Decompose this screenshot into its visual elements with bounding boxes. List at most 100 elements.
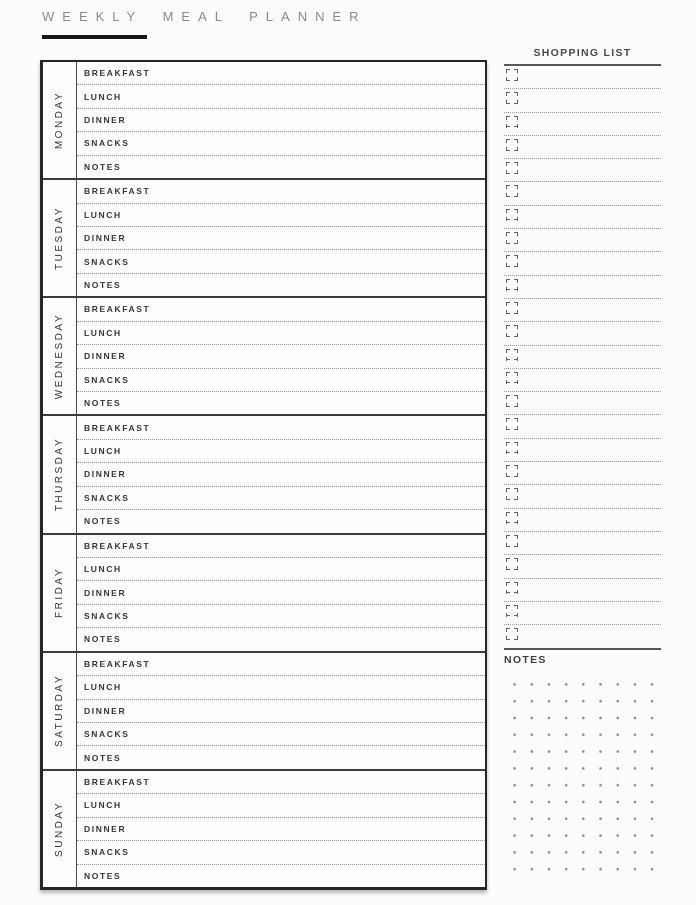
shopping-list-item[interactable] [504, 136, 661, 160]
checkbox-icon[interactable] [506, 208, 518, 221]
meal-row-thursday-breakfast[interactable]: BREAKFAST [77, 416, 485, 440]
checkbox-icon[interactable] [506, 581, 518, 594]
notes-title: NOTES [504, 654, 547, 667]
checkbox-icon[interactable] [506, 465, 518, 478]
checkbox-icon[interactable] [506, 162, 518, 175]
checkbox-icon[interactable] [506, 115, 518, 128]
shopping-list-item[interactable] [504, 369, 661, 393]
shopping-list-item[interactable] [504, 229, 661, 253]
meal-row-wednesday-lunch[interactable]: LUNCH [77, 322, 485, 346]
meal-row-tuesday-lunch[interactable]: LUNCH [77, 204, 485, 227]
checkbox-icon[interactable] [506, 69, 518, 81]
shopping-list-item[interactable] [504, 89, 661, 113]
shopping-list-title: SHOPPING LIST [533, 47, 632, 59]
meal-row-thursday-snacks[interactable]: SNACKS [77, 487, 485, 511]
shopping-list-item[interactable] [504, 113, 661, 136]
meal-row-label: NOTES [84, 752, 122, 763]
meal-row-tuesday-notes[interactable]: NOTES [77, 274, 485, 296]
meal-row-thursday-dinner[interactable]: DINNER [77, 463, 485, 487]
day-name-column: MONDAY [43, 62, 77, 179]
meal-row-monday-breakfast[interactable]: BREAKFAST [77, 62, 485, 86]
shopping-list-item[interactable] [504, 159, 661, 183]
shopping-list-item[interactable] [504, 532, 661, 556]
meal-row-saturday-notes[interactable]: NOTES [77, 746, 485, 768]
checkbox-icon[interactable] [506, 325, 518, 338]
shopping-list-item[interactable] [504, 415, 661, 439]
checkbox-icon[interactable] [506, 138, 518, 151]
meal-row-label: LUNCH [84, 209, 122, 220]
shopping-list-item[interactable] [504, 276, 661, 299]
meal-row-thursday-notes[interactable]: NOTES [77, 510, 485, 532]
meal-row-friday-notes[interactable]: NOTES [77, 628, 485, 650]
meal-row-saturday-snacks[interactable]: SNACKS [77, 723, 485, 747]
checkbox-icon[interactable] [506, 395, 518, 408]
checkbox-icon[interactable] [506, 418, 518, 431]
shopping-list-item[interactable] [504, 322, 661, 346]
checkbox-icon[interactable] [506, 278, 518, 291]
meal-row-friday-breakfast[interactable]: BREAKFAST [77, 535, 485, 558]
checkbox-icon[interactable] [506, 185, 518, 198]
meal-row-tuesday-dinner[interactable]: DINNER [77, 227, 485, 251]
checkbox-icon[interactable] [506, 511, 518, 524]
meal-row-label: BREAKFAST [84, 304, 151, 315]
meal-row-wednesday-snacks[interactable]: SNACKS [77, 369, 485, 392]
shopping-list-item[interactable] [504, 602, 661, 626]
shopping-list-item[interactable] [504, 579, 661, 602]
meal-row-friday-snacks[interactable]: SNACKS [77, 605, 485, 629]
checkbox-icon[interactable] [506, 488, 518, 501]
shopping-list-item[interactable] [504, 625, 661, 648]
meal-row-label: BREAKFAST [84, 422, 151, 433]
shopping-list-item[interactable] [504, 392, 661, 416]
shopping-list-item[interactable] [504, 66, 661, 90]
shopping-list-item[interactable] [504, 252, 661, 276]
checkbox-icon[interactable] [506, 232, 518, 245]
shopping-list-item[interactable] [504, 555, 661, 579]
meal-row-monday-notes[interactable]: NOTES [77, 156, 485, 178]
shopping-list-item[interactable] [504, 206, 661, 230]
shopping-list-item[interactable] [504, 462, 661, 486]
checkbox-icon[interactable] [506, 255, 518, 268]
meal-row-sunday-lunch[interactable]: LUNCH [77, 794, 485, 818]
meal-row-sunday-snacks[interactable]: SNACKS [77, 841, 485, 865]
meal-row-saturday-dinner[interactable]: DINNER [77, 700, 485, 723]
day-rows: BREAKFAST LUNCH DINNER SNACKS NOTES [77, 62, 485, 178]
shopping-list-item[interactable] [504, 299, 661, 323]
shopping-list-item[interactable] [504, 346, 661, 369]
checkbox-icon[interactable] [506, 371, 518, 384]
checkbox-icon[interactable] [506, 348, 518, 361]
meal-row-wednesday-breakfast[interactable]: BREAKFAST [77, 298, 485, 322]
meal-row-thursday-lunch[interactable]: LUNCH [77, 440, 485, 464]
shopping-list-item[interactable] [504, 509, 661, 532]
meal-row-wednesday-notes[interactable]: NOTES [77, 392, 485, 414]
meal-row-monday-dinner[interactable]: DINNER [77, 109, 485, 133]
shopping-list-item[interactable] [504, 182, 661, 206]
notes-dot-grid[interactable] [504, 673, 661, 876]
meal-row-saturday-breakfast[interactable]: BREAKFAST [77, 653, 485, 677]
meal-row-friday-lunch[interactable]: LUNCH [77, 558, 485, 582]
meal-row-saturday-lunch[interactable]: LUNCH [77, 676, 485, 700]
meal-row-sunday-dinner[interactable]: DINNER [77, 818, 485, 842]
meal-row-tuesday-breakfast[interactable]: BREAKFAST [77, 180, 485, 204]
meal-row-label: SNACKS [84, 611, 130, 622]
day-name-column: THURSDAY [43, 416, 77, 533]
meal-row-monday-lunch[interactable]: LUNCH [77, 85, 485, 109]
checkbox-icon[interactable] [506, 604, 518, 617]
meal-row-monday-snacks[interactable]: SNACKS [77, 132, 485, 156]
meal-row-label: LUNCH [84, 682, 122, 693]
checkbox-icon[interactable] [506, 534, 518, 547]
day-label-monday: MONDAY [54, 90, 65, 150]
shopping-list-item[interactable] [504, 485, 661, 509]
checkbox-icon[interactable] [506, 558, 518, 571]
meal-row-tuesday-snacks[interactable]: SNACKS [77, 250, 485, 274]
checkbox-icon[interactable] [506, 441, 518, 454]
shopping-list-item[interactable] [504, 439, 661, 463]
meal-row-wednesday-dinner[interactable]: DINNER [77, 345, 485, 369]
meal-row-label: NOTES [84, 161, 122, 172]
day-name-column: WEDNESDAY [43, 298, 77, 415]
meal-row-sunday-breakfast[interactable]: BREAKFAST [77, 771, 485, 795]
meal-row-friday-dinner[interactable]: DINNER [77, 581, 485, 605]
checkbox-icon[interactable] [506, 628, 518, 641]
meal-row-sunday-notes[interactable]: NOTES [77, 865, 485, 887]
checkbox-icon[interactable] [506, 301, 518, 314]
checkbox-icon[interactable] [506, 92, 518, 105]
